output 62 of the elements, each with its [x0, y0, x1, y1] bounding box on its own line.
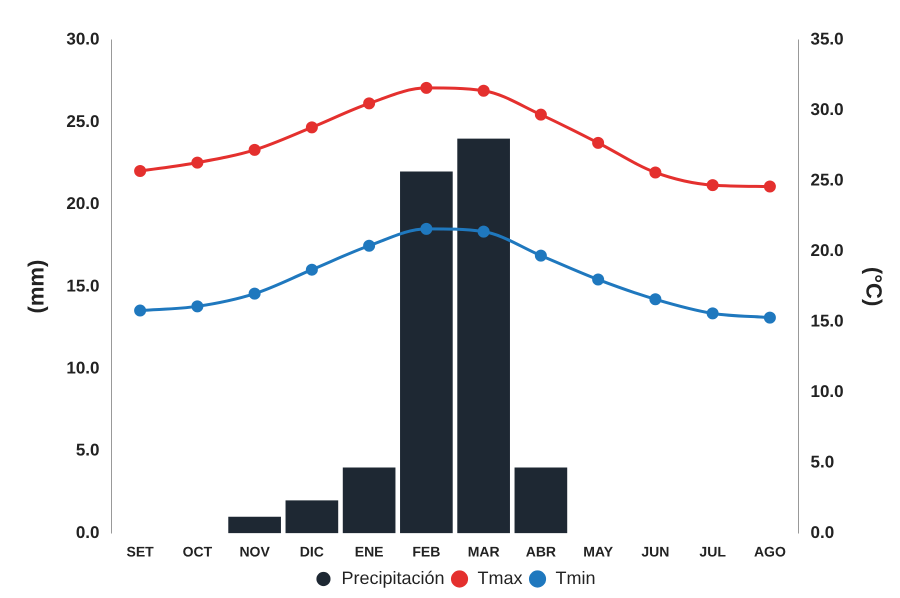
y2-tick-label: 35.0: [810, 30, 844, 49]
bar: [228, 516, 281, 534]
y2-tick-label: 25.0: [810, 170, 844, 190]
bar: [286, 500, 338, 534]
point: [764, 180, 776, 193]
x-tick-label: SET: [126, 543, 154, 560]
point: [248, 144, 261, 156]
point: [478, 84, 490, 97]
legend-label: Tmin: [556, 568, 596, 588]
legend-label: Precipitación: [341, 568, 445, 588]
y-tick-label: 10.0: [66, 358, 100, 378]
bar: [457, 138, 510, 534]
y2-tick-label: 15.0: [810, 312, 844, 331]
y2-tick-label: 20.0: [810, 241, 844, 260]
point: [191, 156, 204, 169]
y-tick-label: 25.0: [66, 112, 100, 131]
x-tick-label: FEB: [412, 543, 440, 560]
point: [592, 274, 604, 286]
y-tick-label: 5.0: [76, 440, 100, 460]
point: [134, 304, 146, 317]
y-tick-label: 0.0: [76, 522, 100, 542]
y2-tick-label: 5.0: [810, 452, 834, 472]
point: [592, 136, 604, 149]
bar: [514, 467, 568, 534]
x-tick-label: DIC: [300, 543, 324, 560]
y-tick-label: 30.0: [66, 30, 100, 49]
x-tick-label: MAR: [468, 543, 500, 560]
point: [706, 307, 719, 320]
x-tick-label: MAY: [583, 543, 614, 560]
y2-axis-title: (°C): [862, 266, 887, 306]
y2-tick-label: 30.0: [810, 100, 844, 120]
x-tick-label: OCT: [182, 543, 213, 560]
bar: [342, 467, 396, 534]
point: [134, 165, 146, 178]
point: [306, 121, 318, 134]
point: [534, 108, 547, 121]
point: [649, 293, 662, 306]
point: [363, 97, 376, 110]
x-tick-label: JUN: [641, 543, 670, 560]
x-tick-label: ENE: [354, 543, 384, 560]
x-tick-label: AGO: [754, 543, 786, 560]
y2-tick-label: 10.0: [810, 382, 844, 401]
point: [248, 288, 261, 300]
point: [420, 222, 432, 235]
x-tick-label: NOV: [239, 543, 270, 560]
point: [706, 179, 719, 192]
y-tick-label: 15.0: [66, 276, 100, 296]
y-axis-title: (mm): [23, 260, 48, 314]
x-tick-label: JUL: [699, 543, 726, 560]
bar: [400, 172, 453, 534]
point: [649, 166, 662, 178]
y-tick-label: 20.0: [66, 194, 100, 214]
point: [420, 82, 432, 94]
point: [306, 264, 318, 276]
point: [764, 312, 776, 324]
point: [191, 300, 204, 312]
point: [534, 250, 547, 262]
y2-tick-label: 0.0: [810, 522, 834, 542]
legend-label: Tmax: [478, 568, 523, 588]
point: [363, 240, 376, 252]
point: [478, 226, 490, 238]
x-tick-label: ABR: [526, 543, 556, 560]
